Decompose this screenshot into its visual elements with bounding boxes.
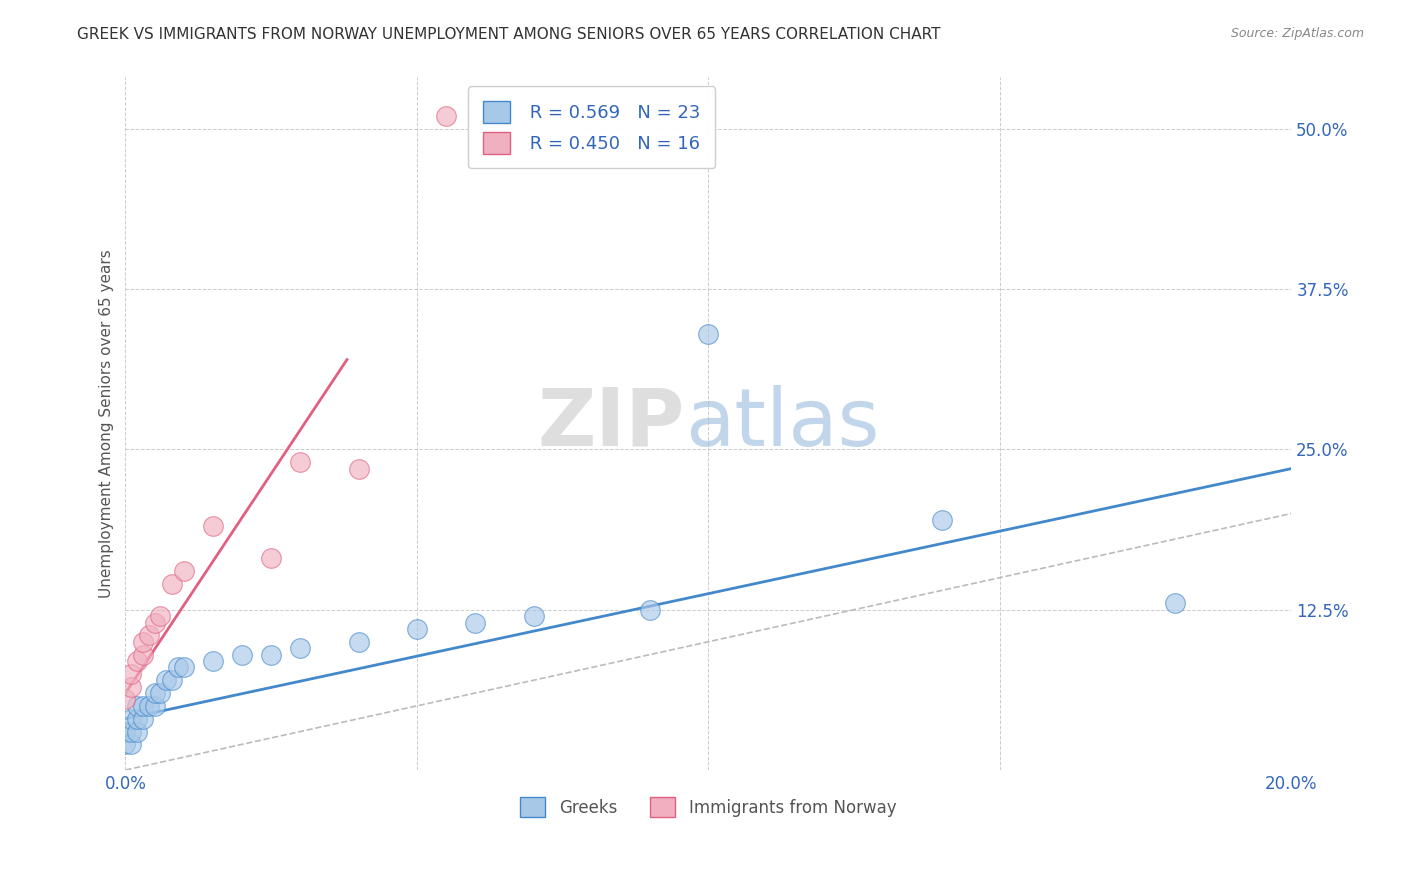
Point	[149, 686, 172, 700]
Point	[347, 461, 370, 475]
Y-axis label: Unemployment Among Seniors over 65 years: Unemployment Among Seniors over 65 years	[100, 250, 114, 599]
Point	[347, 634, 370, 648]
Point	[173, 564, 195, 578]
Point	[143, 615, 166, 630]
Point	[127, 654, 149, 668]
Point	[167, 660, 190, 674]
Point	[260, 648, 283, 662]
Point	[931, 513, 953, 527]
Text: GREEK VS IMMIGRANTS FROM NORWAY UNEMPLOYMENT AMONG SENIORS OVER 65 YEARS CORRELA: GREEK VS IMMIGRANTS FROM NORWAY UNEMPLOY…	[77, 27, 941, 42]
Point	[132, 712, 155, 726]
Point	[127, 712, 149, 726]
Point	[120, 680, 142, 694]
Point	[522, 609, 544, 624]
Point	[132, 634, 155, 648]
Point	[114, 737, 136, 751]
Text: ZIP: ZIP	[538, 384, 685, 463]
Point	[290, 641, 312, 656]
Point	[114, 724, 136, 739]
Point	[1164, 596, 1187, 610]
Point	[138, 698, 160, 713]
Point	[464, 615, 486, 630]
Text: Source: ZipAtlas.com: Source: ZipAtlas.com	[1230, 27, 1364, 40]
Point	[143, 698, 166, 713]
Point	[120, 737, 142, 751]
Point	[149, 609, 172, 624]
Point	[132, 648, 155, 662]
Point	[638, 603, 661, 617]
Point	[434, 109, 457, 123]
Point	[143, 686, 166, 700]
Point	[127, 698, 149, 713]
Point	[160, 673, 183, 688]
Point	[406, 622, 429, 636]
Point	[120, 666, 142, 681]
Point	[114, 692, 136, 706]
Point	[155, 673, 177, 688]
Point	[138, 628, 160, 642]
Text: atlas: atlas	[685, 384, 880, 463]
Point	[173, 660, 195, 674]
Point	[290, 455, 312, 469]
Point	[201, 654, 224, 668]
Legend: Greeks, Immigrants from Norway: Greeks, Immigrants from Norway	[513, 790, 903, 824]
Point	[160, 577, 183, 591]
Point	[127, 724, 149, 739]
Point	[120, 724, 142, 739]
Point	[260, 551, 283, 566]
Point	[132, 698, 155, 713]
Point	[201, 519, 224, 533]
Point	[120, 712, 142, 726]
Point	[697, 326, 720, 341]
Point	[231, 648, 253, 662]
